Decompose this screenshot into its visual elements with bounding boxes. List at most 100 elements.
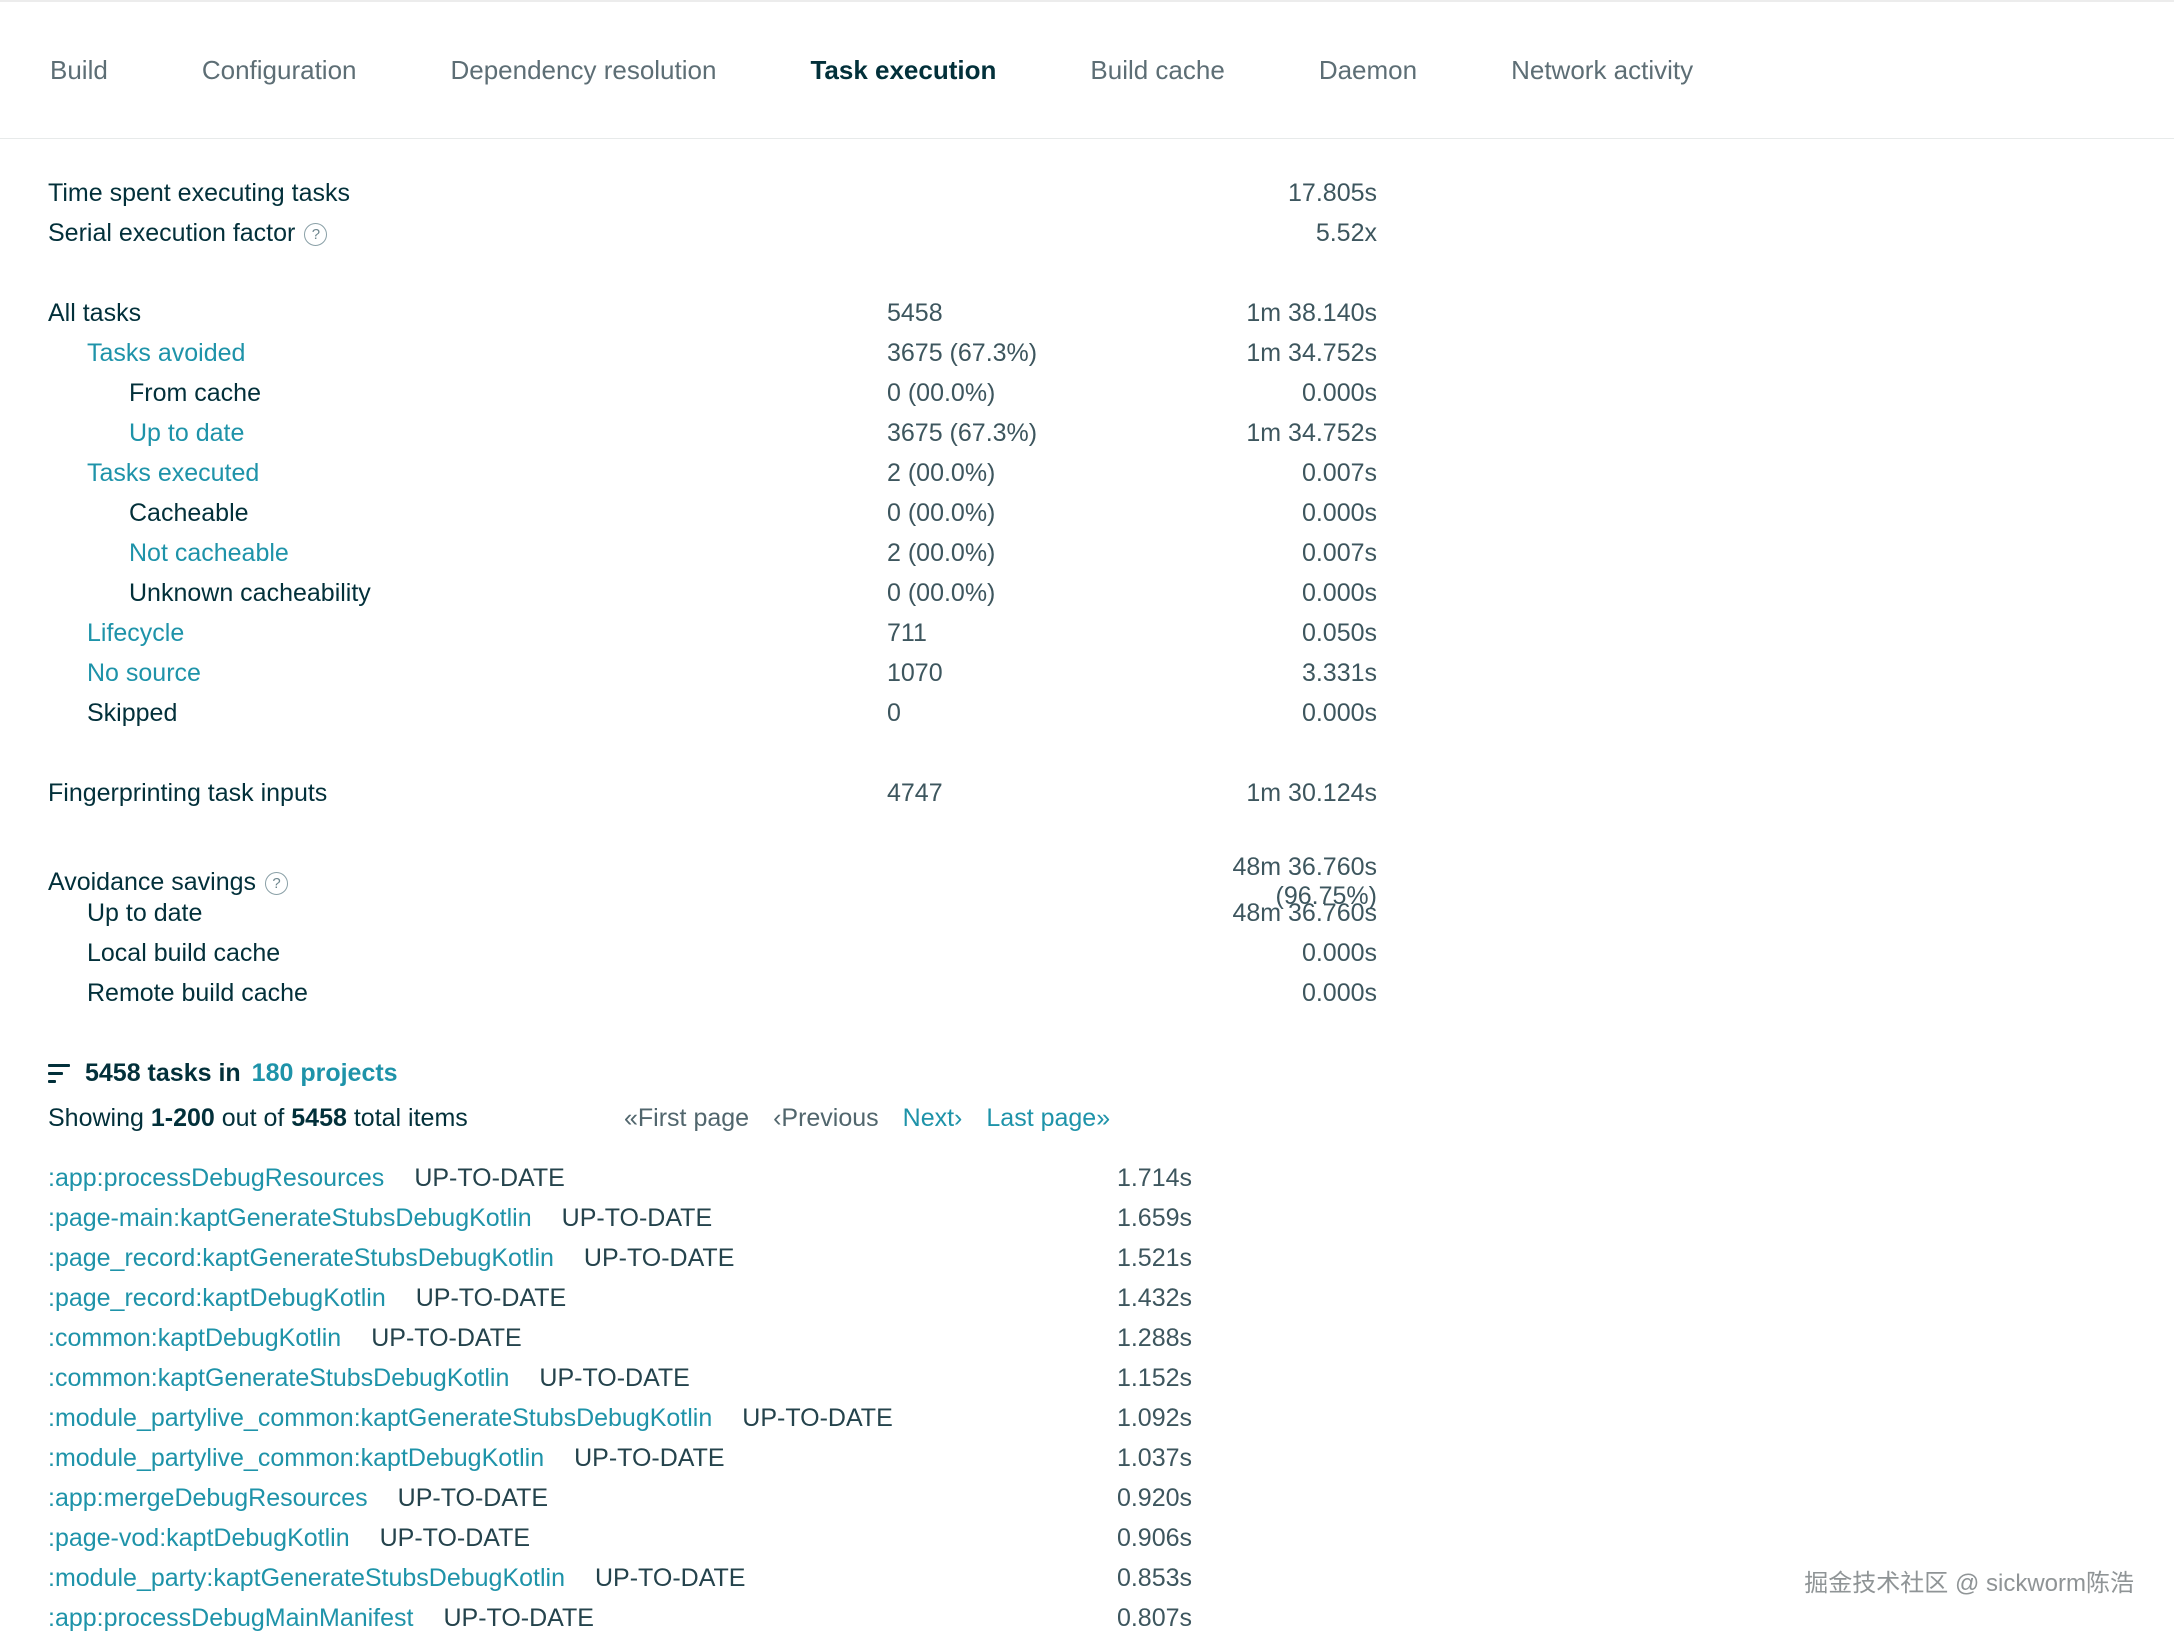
- fingerprinting-time: 1m 30.124s: [1246, 778, 1377, 807]
- task-row: :page_record:kaptGenerateStubsDebugKotli…: [48, 1238, 1192, 1278]
- task-link[interactable]: :page_record:kaptDebugKotlin: [48, 1283, 386, 1312]
- fingerprinting-label: Fingerprinting task inputs: [48, 778, 328, 807]
- serial-factor-value: 5.52x: [1315, 218, 1377, 247]
- task-duration: 1.659s: [1116, 1203, 1192, 1232]
- lifecycle-link[interactable]: Lifecycle: [87, 618, 185, 647]
- lifecycle-row: Lifecycle 711 0.050s: [48, 613, 2174, 653]
- projects-link[interactable]: 180 projects: [251, 1058, 398, 1087]
- unknown-cacheability-row: Unknown cacheability 0 (00.0%) 0.000s: [48, 573, 2174, 613]
- no-source-time: 3.331s: [1301, 658, 1377, 687]
- task-duration: 0.906s: [1116, 1523, 1192, 1552]
- next-page-link[interactable]: Next›: [902, 1103, 963, 1132]
- task-outcome: UP-TO-DATE: [742, 1403, 893, 1432]
- task-link[interactable]: :page-vod:kaptDebugKotlin: [48, 1523, 350, 1552]
- showing-range: 1-200: [150, 1103, 215, 1132]
- skipped-row: Skipped 0 0.000s: [48, 693, 2174, 733]
- from-cache-count: 0 (00.0%): [887, 378, 996, 407]
- task-list: :app:processDebugResources UP-TO-DATE 1.…: [48, 1158, 2174, 1638]
- task-link[interactable]: :app:mergeDebugResources: [48, 1483, 368, 1512]
- serial-factor-label: Serial execution factor: [48, 218, 296, 247]
- showing-prefix: Showing: [48, 1103, 144, 1132]
- task-duration: 0.920s: [1116, 1483, 1192, 1512]
- time-spent-value: 17.805s: [1288, 178, 1377, 207]
- pager: «First page ‹Previous Next› Last page»: [624, 1104, 1110, 1133]
- up-to-date-row: Up to date 3675 (67.3%) 1m 34.752s: [48, 413, 2174, 453]
- no-source-count: 1070: [887, 658, 943, 687]
- tab-dependency-resolution[interactable]: Dependency resolution: [450, 54, 717, 85]
- fingerprinting-row: Fingerprinting task inputs 4747 1m 30.12…: [48, 773, 2174, 813]
- sort-icon[interactable]: [48, 1060, 74, 1086]
- tasks-executed-time: 0.007s: [1301, 458, 1377, 487]
- unknown-cacheability-count: 0 (00.0%): [887, 578, 996, 607]
- all-tasks-time: 1m 38.140s: [1246, 298, 1377, 327]
- help-icon[interactable]: ?: [265, 871, 289, 895]
- task-outcome: UP-TO-DATE: [561, 1203, 713, 1232]
- task-row: :common:kaptGenerateStubsDebugKotlin UP-…: [48, 1358, 1192, 1398]
- help-icon[interactable]: ?: [304, 222, 328, 246]
- task-link[interactable]: :common:kaptDebugKotlin: [48, 1323, 342, 1352]
- task-link[interactable]: :app:processDebugResources: [48, 1163, 385, 1192]
- task-breakdown-section: All tasks 5458 1m 38.140s Tasks avoided …: [48, 293, 2174, 733]
- task-link[interactable]: :module_partylive_common:kaptDebugKotlin: [48, 1443, 545, 1472]
- task-duration: 1.037s: [1116, 1443, 1192, 1472]
- task-link[interactable]: :app:processDebugMainManifest: [48, 1603, 414, 1632]
- task-link[interactable]: :page-main:kaptGenerateStubsDebugKotlin: [48, 1203, 532, 1232]
- skipped-time: 0.000s: [1301, 698, 1377, 727]
- avoidance-savings-section: Avoidance savings? 48m 36.760s (96.75%) …: [48, 853, 2174, 1013]
- tab-daemon[interactable]: Daemon: [1318, 54, 1418, 85]
- no-source-link[interactable]: No source: [87, 658, 201, 687]
- task-row: :module_partylive_common:kaptGenerateStu…: [48, 1398, 1192, 1438]
- skipped-count: 0: [887, 698, 901, 727]
- local-build-cache-row: Local build cache 0.000s: [48, 933, 2174, 973]
- task-duration: 1.288s: [1116, 1323, 1192, 1352]
- task-duration: 0.807s: [1116, 1603, 1192, 1632]
- task-outcome: UP-TO-DATE: [574, 1443, 725, 1472]
- up-to-date-count: 3675 (67.3%): [887, 418, 1038, 447]
- tasks-avoided-link[interactable]: Tasks avoided: [87, 338, 246, 367]
- task-row: :module_partylive_common:kaptDebugKotlin…: [48, 1438, 1192, 1478]
- task-row: :page-main:kaptGenerateStubsDebugKotlin …: [48, 1198, 1192, 1238]
- time-spent-row: Time spent executing tasks 17.805s: [48, 173, 2174, 213]
- local-build-cache-label: Local build cache: [87, 938, 281, 967]
- showing-status: Showing 1-200 out of 5458 total items: [48, 1104, 624, 1133]
- avoidance-savings-row: Avoidance savings? 48m 36.760s (96.75%): [48, 853, 2174, 910]
- task-duration: 1.521s: [1116, 1243, 1192, 1272]
- all-tasks-row: All tasks 5458 1m 38.140s: [48, 293, 2174, 333]
- first-page-link[interactable]: «First page: [624, 1103, 750, 1132]
- pagination-row: Showing 1-200 out of 5458 total items «F…: [48, 1098, 2174, 1138]
- cacheable-label: Cacheable: [129, 498, 249, 527]
- task-row: :page-vod:kaptDebugKotlin UP-TO-DATE 0.9…: [48, 1518, 1192, 1558]
- task-duration: 1.714s: [1116, 1163, 1192, 1192]
- tab-build[interactable]: Build: [50, 54, 108, 85]
- watermark: 掘金技术社区 @ sickworm陈浩: [1804, 1570, 2134, 1597]
- up-to-date-link[interactable]: Up to date: [129, 418, 245, 447]
- tasks-executed-link[interactable]: Tasks executed: [87, 458, 260, 487]
- task-outcome: UP-TO-DATE: [379, 1523, 531, 1552]
- tab-task-execution[interactable]: Task execution: [810, 54, 997, 85]
- lifecycle-time: 0.050s: [1301, 618, 1377, 647]
- task-link[interactable]: :common:kaptGenerateStubsDebugKotlin: [48, 1363, 510, 1392]
- task-link[interactable]: :page_record:kaptGenerateStubsDebugKotli…: [48, 1243, 554, 1272]
- previous-page-link[interactable]: ‹Previous: [773, 1103, 879, 1132]
- avoidance-savings-total: 48m 36.760s (96.75%): [1232, 853, 1377, 910]
- cacheable-time: 0.000s: [1301, 498, 1377, 527]
- task-link[interactable]: :module_party:kaptGenerateStubsDebugKotl…: [48, 1563, 565, 1592]
- task-duration: 0.853s: [1116, 1563, 1192, 1592]
- task-link[interactable]: :module_partylive_common:kaptGenerateStu…: [48, 1403, 713, 1432]
- tasks-avoided-time: 1m 34.752s: [1246, 338, 1377, 367]
- last-page-link[interactable]: Last page»: [986, 1103, 1111, 1132]
- task-row: :common:kaptDebugKotlin UP-TO-DATE 1.288…: [48, 1318, 1192, 1358]
- top-nav: Build Configuration Dependency resolutio…: [0, 2, 2174, 139]
- not-cacheable-count: 2 (00.0%): [887, 538, 996, 567]
- tasks-executed-count: 2 (00.0%): [887, 458, 996, 487]
- from-cache-row: From cache 0 (00.0%) 0.000s: [48, 373, 2174, 413]
- remote-build-cache-label: Remote build cache: [87, 978, 308, 1007]
- task-outcome: UP-TO-DATE: [583, 1243, 735, 1272]
- tab-configuration[interactable]: Configuration: [201, 54, 357, 85]
- avoidance-savings-label: Avoidance savings: [48, 867, 257, 896]
- not-cacheable-link[interactable]: Not cacheable: [129, 538, 289, 567]
- tab-network-activity[interactable]: Network activity: [1511, 54, 1694, 85]
- tab-build-cache[interactable]: Build cache: [1090, 54, 1225, 85]
- showing-total: 5458: [291, 1103, 347, 1132]
